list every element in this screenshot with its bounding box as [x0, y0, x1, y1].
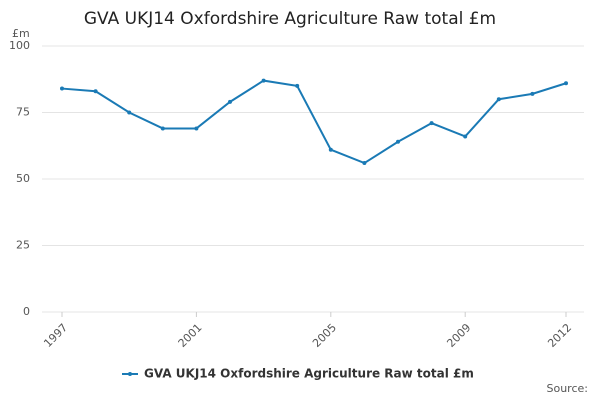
x-tick-label: 2001 — [176, 321, 205, 350]
y-unit: £m — [12, 27, 30, 40]
point — [228, 99, 232, 104]
point — [530, 91, 535, 96]
legend-label: GVA UKJ14 Oxfordshire Agriculture Raw to… — [144, 367, 474, 381]
x-tick-label: 1997 — [41, 321, 70, 350]
line — [61, 79, 567, 165]
point — [60, 86, 64, 91]
y-tick-label: 25 — [16, 239, 30, 252]
point — [328, 147, 333, 152]
x-tick-label: 2012 — [545, 321, 574, 350]
legend-marker — [128, 372, 132, 376]
point — [496, 97, 501, 102]
chart-title: GVA UKJ14 Oxfordshire Agriculture Raw to… — [84, 9, 496, 29]
y-tick-label: 75 — [16, 106, 30, 119]
point — [362, 161, 367, 166]
point — [261, 78, 266, 83]
point — [429, 121, 434, 126]
point — [396, 139, 400, 144]
point — [127, 110, 132, 115]
point — [194, 126, 199, 131]
y-tick-label: 0 — [23, 305, 30, 318]
point — [160, 126, 165, 131]
y-tick-label: 100 — [9, 39, 30, 52]
point — [93, 89, 98, 94]
source-label: Source: — [547, 382, 589, 395]
point — [564, 81, 568, 86]
y-tick-label: 50 — [16, 172, 30, 185]
x-tick-label: 2005 — [310, 321, 339, 350]
point — [463, 134, 468, 139]
point — [295, 83, 300, 88]
x-tick-label: 2009 — [444, 321, 473, 350]
